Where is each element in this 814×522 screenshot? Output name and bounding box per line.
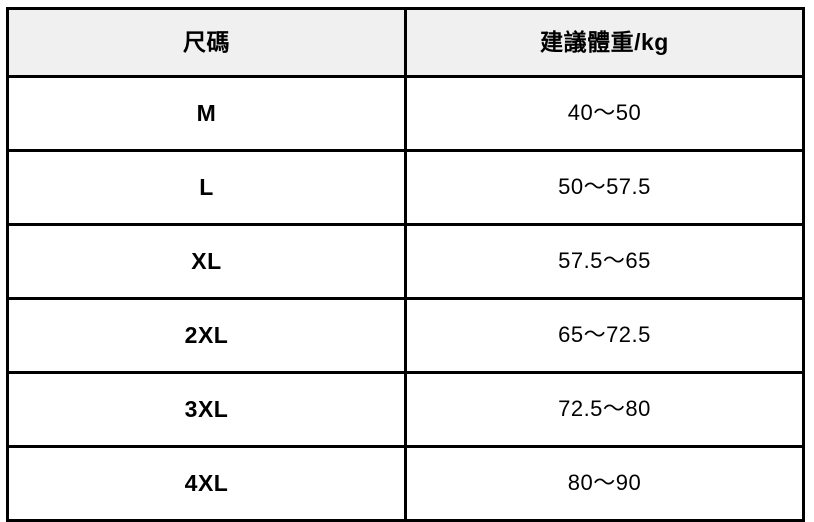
header-row: 尺碼 建議體重/kg [6, 7, 805, 78]
column-header-size: 尺碼 [6, 7, 407, 78]
table-row: M 40～50 [6, 75, 805, 152]
table-row: XL 57.5～65 [6, 223, 805, 300]
cell-weight: 72.5～80 [404, 371, 805, 448]
size-chart-table: 尺碼 建議體重/kg M 40～50 L 50～57.5 XL 57.5～65 … [6, 7, 805, 522]
column-header-weight: 建議體重/kg [404, 7, 805, 78]
cell-size: 3XL [6, 371, 407, 448]
table-row: 2XL 65～72.5 [6, 297, 805, 374]
size-chart-container: 尺碼 建議體重/kg M 40～50 L 50～57.5 XL 57.5～65 … [6, 7, 805, 522]
table-header: 尺碼 建議體重/kg [6, 7, 805, 78]
cell-weight: 80～90 [404, 445, 805, 522]
cell-weight: 65～72.5 [404, 297, 805, 374]
cell-weight: 40～50 [404, 75, 805, 152]
table-row: 3XL 72.5～80 [6, 371, 805, 448]
cell-weight: 57.5～65 [404, 223, 805, 300]
cell-size: L [6, 149, 407, 226]
cell-size: XL [6, 223, 407, 300]
cell-size: 4XL [6, 445, 407, 522]
cell-size: 2XL [6, 297, 407, 374]
table-row: 4XL 80～90 [6, 445, 805, 522]
cell-size: M [6, 75, 407, 152]
table-row: L 50～57.5 [6, 149, 805, 226]
table-body: M 40～50 L 50～57.5 XL 57.5～65 2XL 65～72.5… [6, 75, 805, 522]
cell-weight: 50～57.5 [404, 149, 805, 226]
